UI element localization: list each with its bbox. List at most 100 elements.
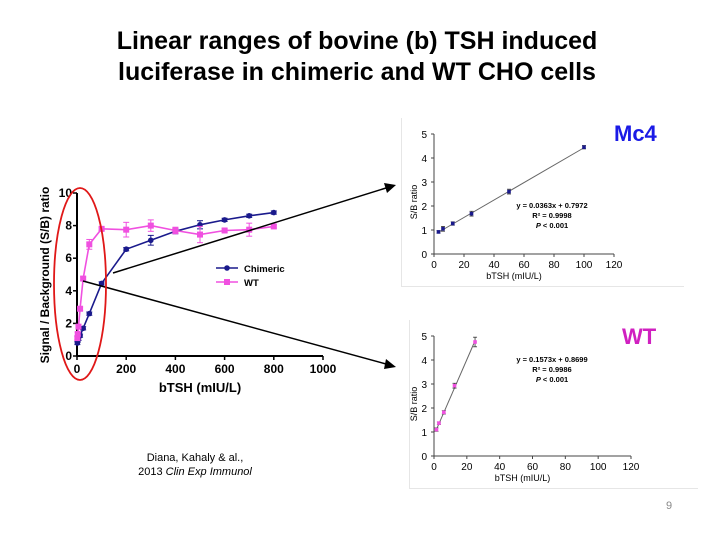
y-tick-label: 8 (65, 219, 72, 233)
page-number: 9 (666, 500, 673, 512)
inset-x-tick-label: 80 (560, 462, 572, 473)
data-point-wt (77, 305, 84, 312)
inset-x-tick-label: 60 (527, 462, 539, 473)
main-chart: 0 200 400 600 800 1000 0 2 4 6 8 10 bTSH (mIU/L) Sign… (38, 186, 337, 395)
citation-source: 2013 Clin Exp Immunol (130, 465, 260, 479)
inset-x-tick-label: 20 (458, 260, 470, 271)
citation: Diana, Kahaly & al., 2013 Clin Exp Immun… (130, 451, 260, 479)
data-point-wt (80, 275, 87, 282)
data-point-wt (74, 335, 81, 342)
inset-data-point (442, 410, 446, 415)
inset-y-axis-title: S/B ratio (409, 387, 419, 422)
data-point-wt (221, 227, 228, 234)
legend-marker-wt (224, 279, 230, 285)
x-tick-label: 200 (116, 362, 136, 376)
inset-y-tick-label: 3 (421, 178, 427, 189)
inset-y-tick-label: 5 (421, 130, 427, 141)
data-point-wt (246, 226, 253, 233)
inset-y-tick-label: 0 (421, 452, 427, 463)
data-point-chimeric (271, 209, 277, 216)
data-point-chimeric (80, 325, 86, 332)
y-tick-label: 2 (65, 316, 72, 330)
x-tick-label: 1000 (310, 362, 337, 376)
wt-inset-chart: 0 20 40 60 80 100 120 0 1 2 3 4 5 bTSH (mIU/L) S/B rat… (409, 332, 640, 483)
p-value: P < 0.001 (536, 375, 568, 384)
inset-x-tick-label: 120 (606, 260, 623, 271)
inset-x-tick-label: 100 (576, 260, 593, 271)
inset-data-point (434, 427, 439, 432)
inset-x-tick-label: 0 (431, 260, 437, 271)
inset-y-tick-label: 1 (421, 226, 427, 237)
regression-equation: y = 0.0363x + 0.7972 (516, 201, 587, 210)
y-tick-label: 6 (65, 251, 72, 265)
data-point-wt (123, 226, 130, 233)
data-point-chimeric (86, 310, 93, 317)
p-value-symbol: P (536, 221, 542, 230)
callout-arrow-to-mc4 (112, 187, 387, 274)
inset-x-tick-label: 20 (461, 462, 473, 473)
data-point-wt (197, 231, 203, 238)
r-squared-value: R² = 0.9998 (532, 211, 571, 220)
y-tick-label: 0 (65, 349, 72, 363)
data-point-wt (270, 223, 277, 230)
y-tick-label: 4 (65, 284, 72, 298)
inset-x-tick-label: 80 (548, 260, 560, 271)
inset-x-tick-label: 40 (488, 260, 500, 271)
legend-marker-chimeric (224, 265, 230, 271)
p-value-text: < 0.001 (541, 221, 568, 230)
inset-x-axis-title: bTSH (mIU/L) (486, 271, 542, 281)
inset-data-point (582, 145, 586, 149)
inset-y-tick-label: 4 (421, 154, 427, 165)
data-point-wt (86, 241, 93, 248)
inset-y-tick-label: 5 (421, 332, 427, 343)
inset-y-axis-title: S/B ratio (409, 185, 419, 220)
inset-y-tick-label: 3 (421, 380, 427, 391)
inset-y-tick-label: 2 (421, 202, 427, 213)
inset-data-point (441, 227, 445, 231)
data-point-wt (75, 323, 82, 330)
wt-inset-frame (409, 320, 698, 489)
p-value-symbol: P (536, 375, 542, 384)
citation-authors: Diana, Kahaly & al., (146, 452, 244, 464)
slide-title: Linear ranges of bovine (b) TSH induced … (0, 26, 714, 88)
inset-x-axis-title: bTSH (mIU/L) (495, 473, 551, 483)
inset-data-point (450, 221, 455, 226)
x-tick-label: 0 (74, 362, 81, 376)
p-value: P < 0.001 (536, 221, 568, 230)
data-point-chimeric (246, 213, 252, 219)
inset-y-tick-label: 0 (421, 250, 427, 261)
inset-x-tick-label: 100 (590, 462, 607, 473)
legend-label-chimeric: Chimeric (244, 264, 285, 275)
inset-data-point (437, 421, 441, 425)
inset-data-point (452, 383, 457, 388)
x-tick-label: 400 (165, 362, 185, 376)
title-line-1: Linear ranges of bovine (b) TSH induced (116, 27, 598, 55)
inset-x-tick-label: 60 (518, 260, 530, 271)
data-point-chimeric (98, 280, 105, 287)
inset-data-point (436, 230, 441, 234)
data-point-chimeric (123, 246, 129, 253)
inset-data-point (507, 189, 511, 194)
y-axis-title: Signal / Background (S/B) ratio (38, 187, 52, 364)
arrowhead-wt-icon (384, 359, 396, 369)
x-tick-label: 800 (264, 362, 284, 376)
wt-label: WT (622, 324, 657, 349)
legend-label-wt: WT (244, 278, 259, 289)
citation-year: 2013 (138, 466, 163, 478)
regression-line (438, 147, 585, 233)
inset-x-tick-label: 120 (623, 462, 640, 473)
arrowhead-mc4-icon (384, 183, 396, 193)
callout-arrow-to-wt (82, 280, 387, 365)
inset-data-point (473, 340, 477, 344)
inset-data-point (469, 211, 474, 216)
data-point-chimeric (148, 237, 154, 244)
inset-y-tick-label: 2 (421, 404, 427, 415)
r-squared-value: R² = 0.9986 (532, 365, 571, 374)
mc4-label: Mc4 (614, 121, 657, 146)
data-point-wt (147, 222, 154, 229)
callout-lines (82, 183, 396, 369)
title-line-2: luciferase in chimeric and WT CHO cells (118, 58, 596, 86)
x-tick-label: 600 (215, 362, 235, 376)
inset-y-tick-label: 1 (421, 428, 427, 439)
